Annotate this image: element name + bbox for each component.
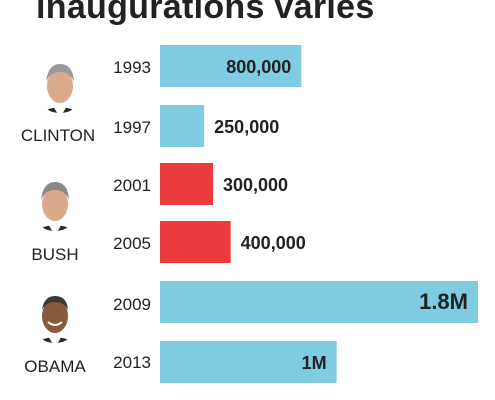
bar-value-label: 1.8M bbox=[419, 289, 468, 314]
attendance-bar bbox=[160, 281, 478, 323]
attendance-bar bbox=[160, 221, 231, 263]
year-label: 1993 bbox=[113, 58, 151, 77]
bar-value-label: 800,000 bbox=[226, 57, 291, 77]
chart-title: inaugurations varies bbox=[36, 0, 375, 26]
attendance-bar bbox=[160, 45, 302, 87]
bar-value-label: 1M bbox=[302, 353, 327, 373]
attendance-bar bbox=[160, 341, 337, 383]
clinton-portrait-icon bbox=[35, 63, 85, 113]
year-label: 2005 bbox=[113, 234, 151, 253]
president-name-obama: OBAMA bbox=[24, 357, 86, 376]
year-label: 1997 bbox=[113, 118, 151, 137]
bar-value-label: 300,000 bbox=[223, 175, 288, 195]
year-label: 2009 bbox=[113, 295, 151, 314]
year-label: 2013 bbox=[113, 353, 151, 372]
year-label: 2001 bbox=[113, 176, 151, 195]
president-name-bush: BUSH bbox=[31, 245, 78, 264]
bush-portrait-icon bbox=[30, 181, 80, 231]
president-name-clinton: CLINTON bbox=[21, 126, 95, 145]
bar-value-label: 250,000 bbox=[214, 117, 279, 137]
attendance-bar bbox=[160, 163, 213, 205]
bar-value-label: 400,000 bbox=[241, 233, 306, 253]
obama-portrait-icon bbox=[30, 293, 80, 343]
attendance-bar bbox=[160, 105, 205, 147]
